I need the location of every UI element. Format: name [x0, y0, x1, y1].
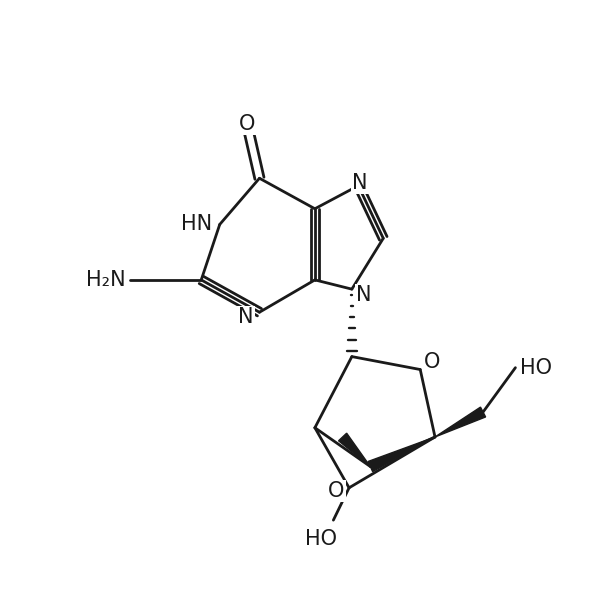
Polygon shape	[435, 407, 485, 437]
Text: O: O	[424, 352, 440, 372]
Text: HO: HO	[305, 529, 337, 548]
Text: N: N	[356, 284, 372, 305]
Text: O: O	[328, 481, 344, 500]
Text: N: N	[352, 173, 368, 193]
Text: O: O	[239, 114, 256, 134]
Text: N: N	[238, 307, 254, 327]
Polygon shape	[338, 433, 370, 467]
Polygon shape	[368, 437, 435, 472]
Text: H₂N: H₂N	[86, 270, 125, 290]
Text: HN: HN	[181, 214, 212, 235]
Text: HO: HO	[520, 358, 552, 377]
